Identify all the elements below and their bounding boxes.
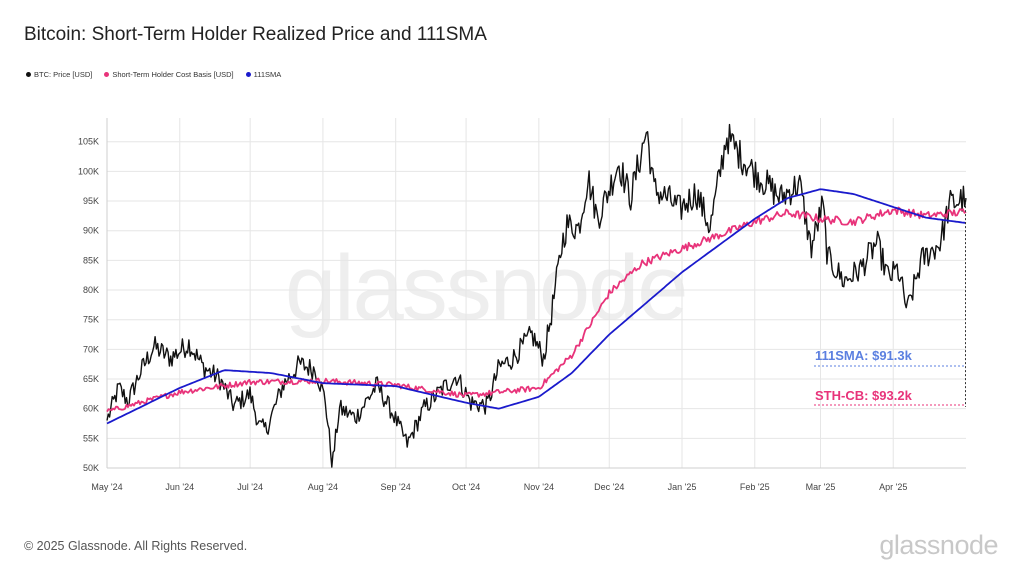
y-tick-label: 75K — [83, 315, 99, 325]
x-tick-label: Jan '25 — [668, 482, 697, 492]
x-tick-label: Jun '24 — [165, 482, 194, 492]
y-tick-label: 100K — [78, 166, 99, 176]
x-tick-label: Feb '25 — [740, 482, 770, 492]
y-tick-label: 55K — [83, 433, 99, 443]
y-tick-label: 65K — [83, 374, 99, 384]
glassnode-logo: glassnode — [879, 530, 998, 560]
y-tick-label: 85K — [83, 255, 99, 265]
legend-sma-dot-icon — [245, 72, 251, 77]
y-tick-label: 90K — [83, 226, 99, 236]
y-tick-label: 80K — [83, 285, 99, 295]
legend-item-price[interactable]: BTC: Price [USD] — [26, 70, 92, 79]
x-tick-label: Oct '24 — [452, 482, 480, 492]
legend-price-label: BTC: Price [USD] — [34, 70, 93, 79]
y-tick-label: 50K — [83, 463, 99, 473]
sma-value-label: 111SMA: $91.3k — [815, 348, 913, 363]
x-tick-label: Apr '25 — [879, 482, 907, 492]
x-tick-label: Jul '24 — [237, 482, 263, 492]
x-tick-label: Nov '24 — [524, 482, 554, 492]
y-tick-label: 70K — [83, 344, 99, 354]
sth-cost-basis-series-line — [106, 206, 967, 413]
legend-sma-label: 111SMA — [253, 70, 282, 79]
sma-111-series-line — [106, 188, 967, 425]
footer-copyright: © 2025 Glassnode. All Rights Reserved. — [24, 539, 248, 553]
y-tick-label: 105K — [78, 137, 99, 147]
legend-item-sma[interactable]: 111SMA — [245, 70, 282, 79]
legend: BTC: Price [USD] Short-Term Holder Cost … — [26, 70, 281, 79]
legend-sth-label: Short-Term Holder Cost Basis [USD] — [112, 70, 234, 79]
legend-sth-dot-icon — [104, 72, 110, 77]
watermark: glassnode — [285, 237, 688, 339]
sth-value-label: STH-CB: $93.2k — [815, 388, 913, 403]
x-tick-label: Mar '25 — [806, 482, 836, 492]
price-series-line — [106, 123, 967, 468]
x-tick-label: Dec '24 — [594, 482, 624, 492]
chart-title: Bitcoin: Short-Term Holder Realized Pric… — [24, 24, 487, 45]
y-tick-label: 95K — [83, 196, 99, 206]
y-tick-label: 60K — [83, 404, 99, 414]
legend-item-sth[interactable]: Short-Term Holder Cost Basis [USD] — [104, 70, 234, 79]
legend-price-dot-icon — [26, 72, 31, 77]
x-tick-label: Aug '24 — [308, 482, 338, 492]
x-tick-label: Sep '24 — [381, 482, 411, 492]
x-tick-label: May '24 — [91, 482, 122, 492]
